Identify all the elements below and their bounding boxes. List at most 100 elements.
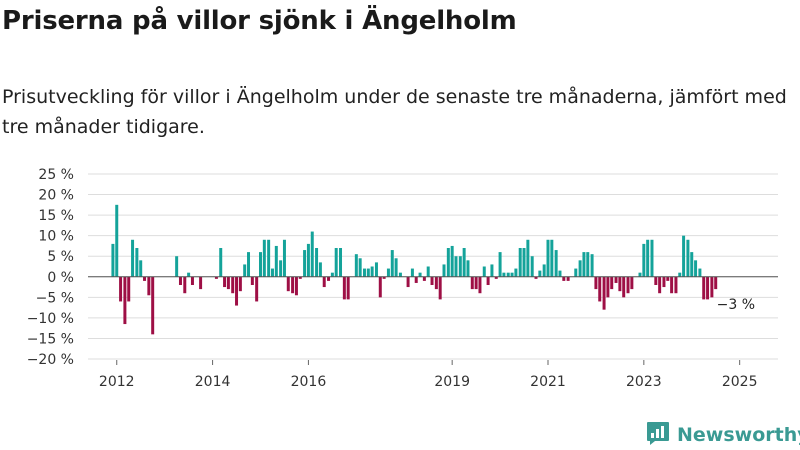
bar — [127, 276, 131, 302]
bar — [526, 239, 530, 277]
bar — [462, 248, 466, 277]
bar — [374, 262, 378, 277]
brand-name: Newsworthy — [677, 424, 800, 446]
bar — [235, 276, 239, 306]
bar — [199, 276, 203, 290]
bar — [303, 250, 307, 277]
bar — [654, 276, 658, 285]
bar — [486, 276, 490, 285]
bar — [534, 276, 538, 279]
bar — [558, 270, 562, 277]
bar — [422, 276, 426, 281]
bar — [111, 243, 115, 277]
bar — [562, 276, 566, 281]
price-change-bar-chart: 25 % 20 % 15 % 10 % 5 % 0 % −5 % −10 % −15 % −20 … — [27, 167, 778, 390]
bar — [183, 276, 187, 294]
y-tick-label: 20 % — [38, 188, 74, 204]
bar — [478, 276, 482, 294]
bar — [238, 276, 242, 292]
bar — [574, 268, 578, 277]
bar — [470, 276, 474, 290]
bar — [706, 276, 710, 300]
bar — [398, 272, 402, 277]
bar — [190, 276, 194, 285]
x-tick-label: 2012 — [99, 374, 135, 390]
bar — [546, 239, 550, 277]
bar — [327, 276, 331, 281]
bar — [674, 276, 678, 294]
grid-lines — [88, 173, 778, 360]
bar — [554, 250, 558, 277]
bar — [586, 252, 590, 277]
bar — [698, 268, 702, 277]
bar — [442, 264, 446, 277]
y-tick-label: −20 % — [27, 352, 74, 368]
bar — [658, 276, 662, 294]
bar — [247, 252, 251, 277]
bar — [135, 248, 139, 277]
bar — [410, 268, 414, 277]
bar — [330, 272, 334, 277]
bar — [214, 276, 218, 279]
bar — [626, 276, 630, 294]
y-tick-label: 25 % — [38, 167, 74, 183]
page-title: Priserna på villor sjönk i Ängelholm — [2, 6, 517, 36]
bar — [243, 264, 247, 277]
bar — [542, 264, 546, 277]
bar — [510, 272, 514, 277]
bar — [306, 243, 310, 277]
bar — [594, 276, 598, 290]
bar — [690, 252, 694, 277]
bar — [131, 239, 135, 277]
bar — [151, 276, 155, 335]
bar — [310, 231, 314, 277]
bar — [598, 276, 602, 302]
bar — [298, 276, 302, 279]
bar — [175, 256, 179, 277]
bar — [662, 276, 666, 288]
bar — [430, 276, 434, 285]
bar — [610, 276, 614, 290]
x-tick-label: 2014 — [195, 374, 231, 390]
bar — [219, 248, 223, 277]
bar — [666, 276, 670, 281]
bar — [378, 276, 382, 298]
bar — [494, 276, 498, 279]
bar — [714, 276, 718, 290]
newsworthy-logo-icon — [645, 420, 671, 450]
y-tick-label: −15 % — [27, 331, 74, 347]
bar — [522, 248, 526, 277]
bar — [582, 252, 586, 277]
bar — [514, 268, 518, 277]
bar — [382, 276, 386, 279]
bar — [334, 248, 338, 277]
bar — [279, 260, 283, 277]
bar — [270, 268, 274, 277]
bar — [267, 239, 271, 277]
x-tick-label: 2025 — [722, 374, 758, 390]
bar — [362, 268, 366, 277]
bar — [223, 276, 227, 288]
bar — [630, 276, 634, 290]
bar — [474, 276, 478, 290]
y-tick-label: 15 % — [38, 208, 74, 224]
y-tick-label: −10 % — [27, 311, 74, 327]
bar — [231, 276, 235, 294]
bar — [490, 264, 494, 277]
bar — [259, 252, 262, 277]
bar — [518, 248, 522, 277]
bar — [454, 256, 458, 277]
bar — [482, 266, 486, 277]
bar — [498, 252, 502, 277]
latest-value-annotation: −3 % — [717, 297, 755, 313]
page-subtitle: Prisutveckling för villor i Ängelholm un… — [2, 86, 787, 138]
y-tick-label: −5 % — [36, 290, 74, 306]
bars — [111, 204, 718, 335]
bar — [386, 268, 390, 277]
bar — [274, 245, 278, 277]
bar — [434, 276, 438, 290]
bar — [358, 258, 362, 277]
bar — [286, 276, 290, 292]
bar — [123, 276, 127, 325]
bar — [346, 276, 350, 300]
